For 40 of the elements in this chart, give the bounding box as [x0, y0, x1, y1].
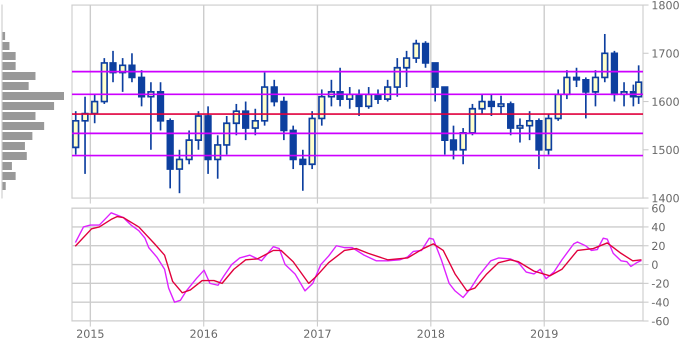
bar: [2, 102, 54, 110]
bar: [2, 62, 16, 70]
x-tick-label: 2016: [190, 330, 218, 338]
x-tick-label: 2015: [77, 330, 104, 338]
y-tick-label: 1700: [652, 49, 679, 58]
y-tick-label: 1800: [652, 1, 679, 10]
bar: [2, 82, 29, 90]
candlestick: [242, 100, 250, 141]
bar: [2, 72, 36, 80]
bar: [2, 172, 16, 180]
y-tick-label: 60: [652, 204, 665, 212]
bar: [2, 92, 64, 100]
candlestick: [497, 94, 505, 114]
candlestick: [516, 118, 524, 144]
y-tick-label: -40: [652, 298, 669, 307]
y-tick-label: 20: [652, 242, 665, 250]
x-tick-label: 2017: [304, 330, 331, 338]
candlestick: [394, 57, 401, 98]
candlestick: [526, 110, 534, 141]
bar: [2, 142, 25, 150]
candlestick: [176, 148, 184, 194]
bar: [2, 132, 32, 140]
candlestick: [572, 66, 580, 88]
bar: [2, 162, 12, 170]
y-tick-label: 40: [652, 222, 665, 232]
candlestick: [422, 40, 430, 69]
bar: [2, 152, 27, 160]
y-tick-label: 1500: [652, 146, 679, 154]
y-tick-label: -20: [652, 279, 669, 288]
x-tick-label: 2019: [530, 330, 558, 338]
bar: [2, 42, 10, 50]
bar: [2, 52, 16, 60]
bar: [2, 122, 44, 130]
bar: [2, 112, 36, 120]
x-tick-label: 2018: [417, 330, 444, 338]
y-tick-label: 0: [652, 260, 658, 269]
y-tick-label: 1400: [652, 194, 679, 202]
y-tick-label: -60: [652, 316, 669, 326]
candlestick: [299, 148, 306, 192]
y-tick-label: 1600: [652, 98, 679, 106]
